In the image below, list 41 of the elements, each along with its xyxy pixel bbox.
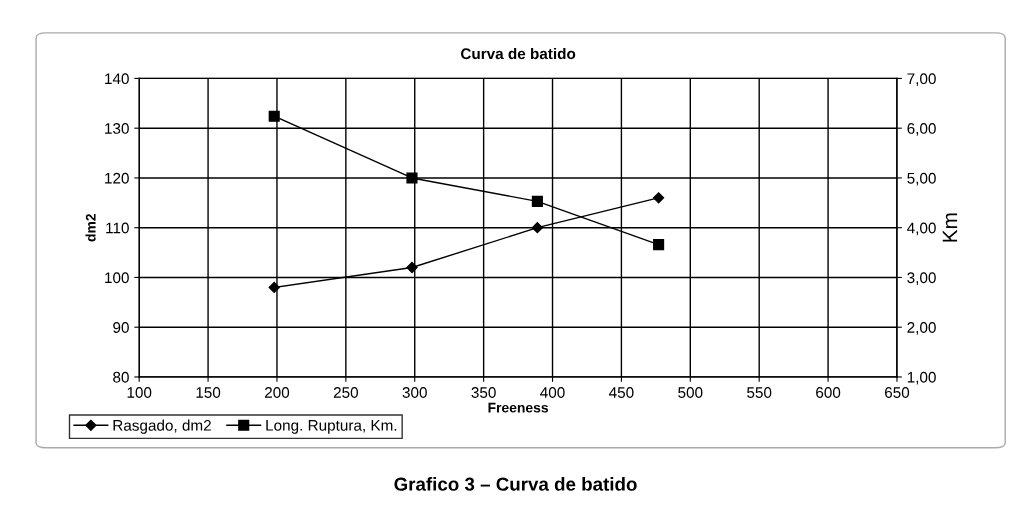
point xyxy=(653,239,665,251)
y-tick-label: 140 xyxy=(105,73,129,85)
x-tick-label: 550 xyxy=(747,387,772,398)
y-tick-label: 100 xyxy=(105,272,129,284)
x-tick-label: 450 xyxy=(609,387,634,398)
legend-label: Long. Ruptura, Km. xyxy=(266,420,397,434)
point xyxy=(268,281,280,294)
point xyxy=(406,261,418,274)
x-axis-title: Freeness xyxy=(488,402,549,413)
y-tick-label: 120 xyxy=(105,172,129,184)
x-tick-label: 100 xyxy=(127,387,152,398)
point xyxy=(531,195,543,207)
text: Grafico 3 – Curva de batido xyxy=(394,477,637,491)
x-tick-label: 400 xyxy=(540,387,565,398)
y2-tick-label: 6,00 xyxy=(907,123,936,136)
y-tick-label: 130 xyxy=(105,123,129,134)
y2-tick-label: 5,00 xyxy=(907,172,936,186)
x-tick-label: 350 xyxy=(471,387,496,398)
x-tick-label: 500 xyxy=(678,387,703,398)
x-tick-label: 250 xyxy=(333,387,358,398)
point xyxy=(653,192,665,204)
y-tick-label: 90 xyxy=(113,322,129,333)
y2-tick-label: 1,00 xyxy=(907,371,936,385)
legend-label: Rasgado, dm2 xyxy=(113,419,211,434)
point xyxy=(531,222,543,234)
y-tick-label: 80 xyxy=(113,371,129,383)
y2-tick-label: 2,00 xyxy=(907,322,936,335)
y-axis-title: dm2 xyxy=(85,213,96,242)
y2-tick-label: 4,00 xyxy=(907,222,936,236)
y2-axis-title: Km xyxy=(942,213,958,242)
x-tick-label: 300 xyxy=(402,387,427,398)
y2-tick-label: 3,00 xyxy=(907,272,936,285)
y2-tick-label: 7,00 xyxy=(907,73,936,86)
x-tick-label: 200 xyxy=(264,387,290,398)
y-tick-label: 110 xyxy=(106,222,129,234)
chart-title: Curva de batido xyxy=(460,47,576,60)
x-tick-label: 150 xyxy=(196,387,221,398)
x-tick-label: 600 xyxy=(816,387,841,398)
point xyxy=(268,110,280,122)
point xyxy=(406,172,418,184)
x-tick-label: 650 xyxy=(885,387,910,398)
